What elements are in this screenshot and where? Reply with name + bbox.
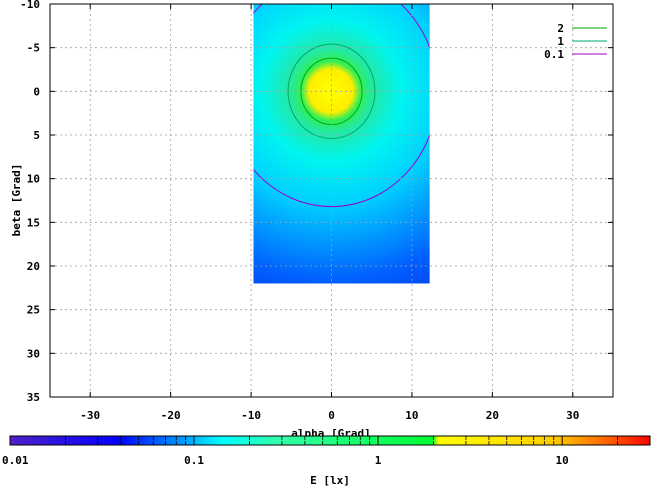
x-tick-label: -20 bbox=[161, 409, 181, 422]
colorbar-label: E [lx] bbox=[310, 474, 350, 486]
y-tick-label: 5 bbox=[33, 129, 40, 142]
colorbar-tick-label: 10 bbox=[556, 454, 569, 467]
colorbar-ticks: 0.01 0.1 1 10 bbox=[2, 436, 651, 467]
legend-label: 2 bbox=[557, 22, 564, 35]
y-tick-label: 35 bbox=[27, 391, 40, 404]
y-tick-label: -10 bbox=[20, 0, 40, 11]
x-tick-label: 30 bbox=[566, 409, 579, 422]
colorbar-tick-label: 0.01 bbox=[2, 454, 29, 467]
legend-label: 0.1 bbox=[544, 48, 564, 61]
colorbar-tick-label: 0.1 bbox=[184, 454, 204, 467]
heatmap-fill bbox=[253, 4, 430, 284]
grid-lines bbox=[50, 4, 613, 397]
axis-ticks: -30 -20 -10 0 10 20 30 -10 -5 0 5 10 15 20 25 30 35 bbox=[20, 0, 613, 422]
legend: 210.1 bbox=[544, 22, 607, 61]
y-tick-label: 15 bbox=[27, 216, 40, 229]
heatmap-data-region bbox=[253, 4, 430, 284]
y-tick-label: 30 bbox=[27, 347, 40, 360]
x-tick-label: 20 bbox=[486, 409, 499, 422]
y-tick-label: 25 bbox=[27, 304, 40, 317]
legend-label: 1 bbox=[557, 35, 564, 48]
x-tick-label: 0 bbox=[328, 409, 335, 422]
y-tick-label: 10 bbox=[27, 173, 40, 186]
y-tick-label: 0 bbox=[33, 85, 40, 98]
contour-0-1 bbox=[253, 4, 430, 208]
x-tick-label: -30 bbox=[80, 409, 100, 422]
colorbar-tick-label: 1 bbox=[375, 454, 382, 467]
y-tick-label: -5 bbox=[27, 42, 40, 55]
y-tick-label: 20 bbox=[27, 260, 40, 273]
x-tick-label: -10 bbox=[241, 409, 261, 422]
x-tick-label: 10 bbox=[405, 409, 418, 422]
y-axis-label: beta [Grad] bbox=[10, 164, 23, 237]
